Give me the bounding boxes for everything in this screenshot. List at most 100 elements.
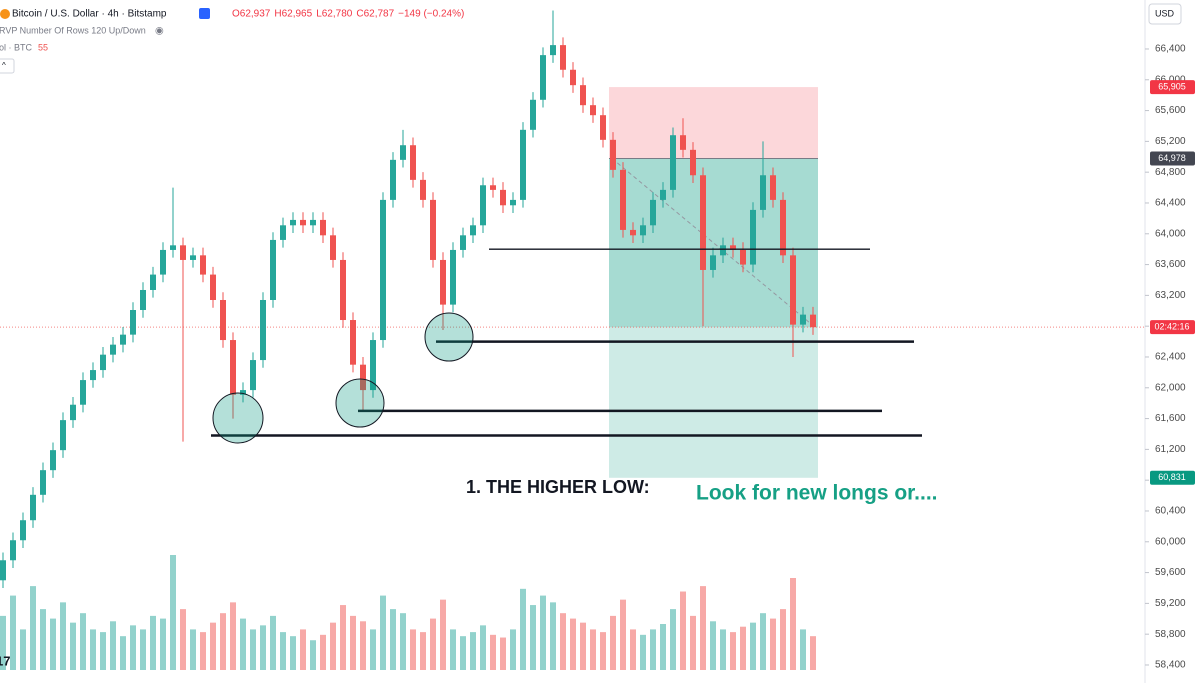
candle-body [640,225,646,236]
volume-bar [640,634,646,670]
y-tick-label: 62,400 [1155,352,1186,363]
volume-bar [520,588,526,670]
collapse-icon[interactable]: ^ [2,61,6,70]
y-tick-label: 61,200 [1155,444,1186,455]
chart-title: Bitcoin / U.S. Dollar · 4h · Bitstamp [12,9,167,20]
candle-body [810,314,816,328]
ohlc-value: L62,780 [316,9,353,20]
volume-bar [240,618,246,670]
volume-bar [290,636,296,670]
y-tick-label: 59,600 [1155,567,1186,578]
candle-body [660,189,666,200]
collapse-button[interactable] [0,58,15,74]
volume-bar [390,609,396,670]
candle-body [510,199,516,206]
candle-body [260,299,266,361]
candle-body [380,199,386,341]
bitcoin-icon [0,9,10,19]
currency-button[interactable] [1148,3,1182,25]
candle-body [670,135,676,190]
y-tick-label: 58,800 [1155,629,1186,640]
candle-body [180,245,186,260]
candle-body [750,209,756,265]
candle-body [680,135,686,150]
volume-bar [750,622,756,670]
volume-bar [550,602,556,670]
annotation: Look for new longs or.... [696,482,938,505]
volume-bar [440,599,446,670]
volume-bar [760,613,766,670]
ohlc-value: −149 (−0.24%) [398,9,464,20]
volume-bar [60,602,66,670]
volume-bar [140,629,146,670]
indicator-label: RVP Number Of Rows 120 Up/Down [0,25,146,35]
candle-body [160,249,166,275]
candle-body [520,129,526,200]
candle-body [30,494,36,521]
price-tag-label: 64,978 [1158,153,1186,163]
candle-body [420,179,426,200]
price-tag-label: 02:42:16 [1154,322,1189,332]
volume-bar [370,629,376,670]
candle-body [40,470,46,495]
candle-body [590,105,596,116]
eye-icon[interactable]: ◉ [155,26,164,37]
volume-bar [50,618,56,670]
candle-body [450,249,456,305]
volume-bar [590,629,596,670]
candle-body [650,199,656,226]
candle-body [310,219,316,226]
candle-body [390,159,396,200]
candle-body [430,199,436,260]
highlight-circle [424,312,474,362]
candle-body [120,334,126,345]
candle-body [580,85,586,106]
candle-body [350,320,356,365]
candle-body [690,149,696,176]
currency[interactable]: USD [1155,8,1175,18]
candle-body [50,450,56,471]
y-tick-label: 61,600 [1155,413,1186,424]
candle-body [710,255,716,270]
y-tick-label: 66,400 [1155,44,1186,55]
candle-body [60,420,66,451]
volume-bar [380,595,386,670]
volume-bar [610,615,616,670]
volume-bar [130,625,136,670]
candle-body [540,55,546,100]
candle-body [110,344,116,355]
candle-body [790,255,796,325]
volume-bar [460,636,466,670]
indicator-label: ol · BTC [0,42,33,52]
y-tick-label: 66,000 [1155,74,1186,85]
candle-body [770,175,776,200]
volume-bar [170,555,176,670]
volume-bar [650,629,656,670]
volume-bar [660,624,666,670]
volume-bar [410,629,416,670]
candle-body [220,299,226,341]
volume-bar [350,615,356,670]
candle-body [470,225,476,236]
candle-body [0,560,6,581]
annotation: 1. THE HIGHER LOW: [466,477,650,497]
candle-body [700,175,706,270]
volume-bar [700,586,706,670]
candle-body [230,340,236,395]
y-tick-label: 65,200 [1155,136,1186,147]
candle-body [190,255,196,260]
volume-bar [40,609,46,670]
candle-body [720,245,726,256]
volume-bar [480,625,486,670]
volume-bar [710,621,716,670]
candle-body [20,520,26,541]
candle-body [740,249,746,265]
volume-bar [470,632,476,670]
volume-bar [790,578,796,670]
y-tick-label: 64,800 [1155,167,1186,178]
volume-bar [400,613,406,670]
candle-body [440,259,446,305]
volume-bar [680,591,686,670]
candle-body [80,380,86,405]
